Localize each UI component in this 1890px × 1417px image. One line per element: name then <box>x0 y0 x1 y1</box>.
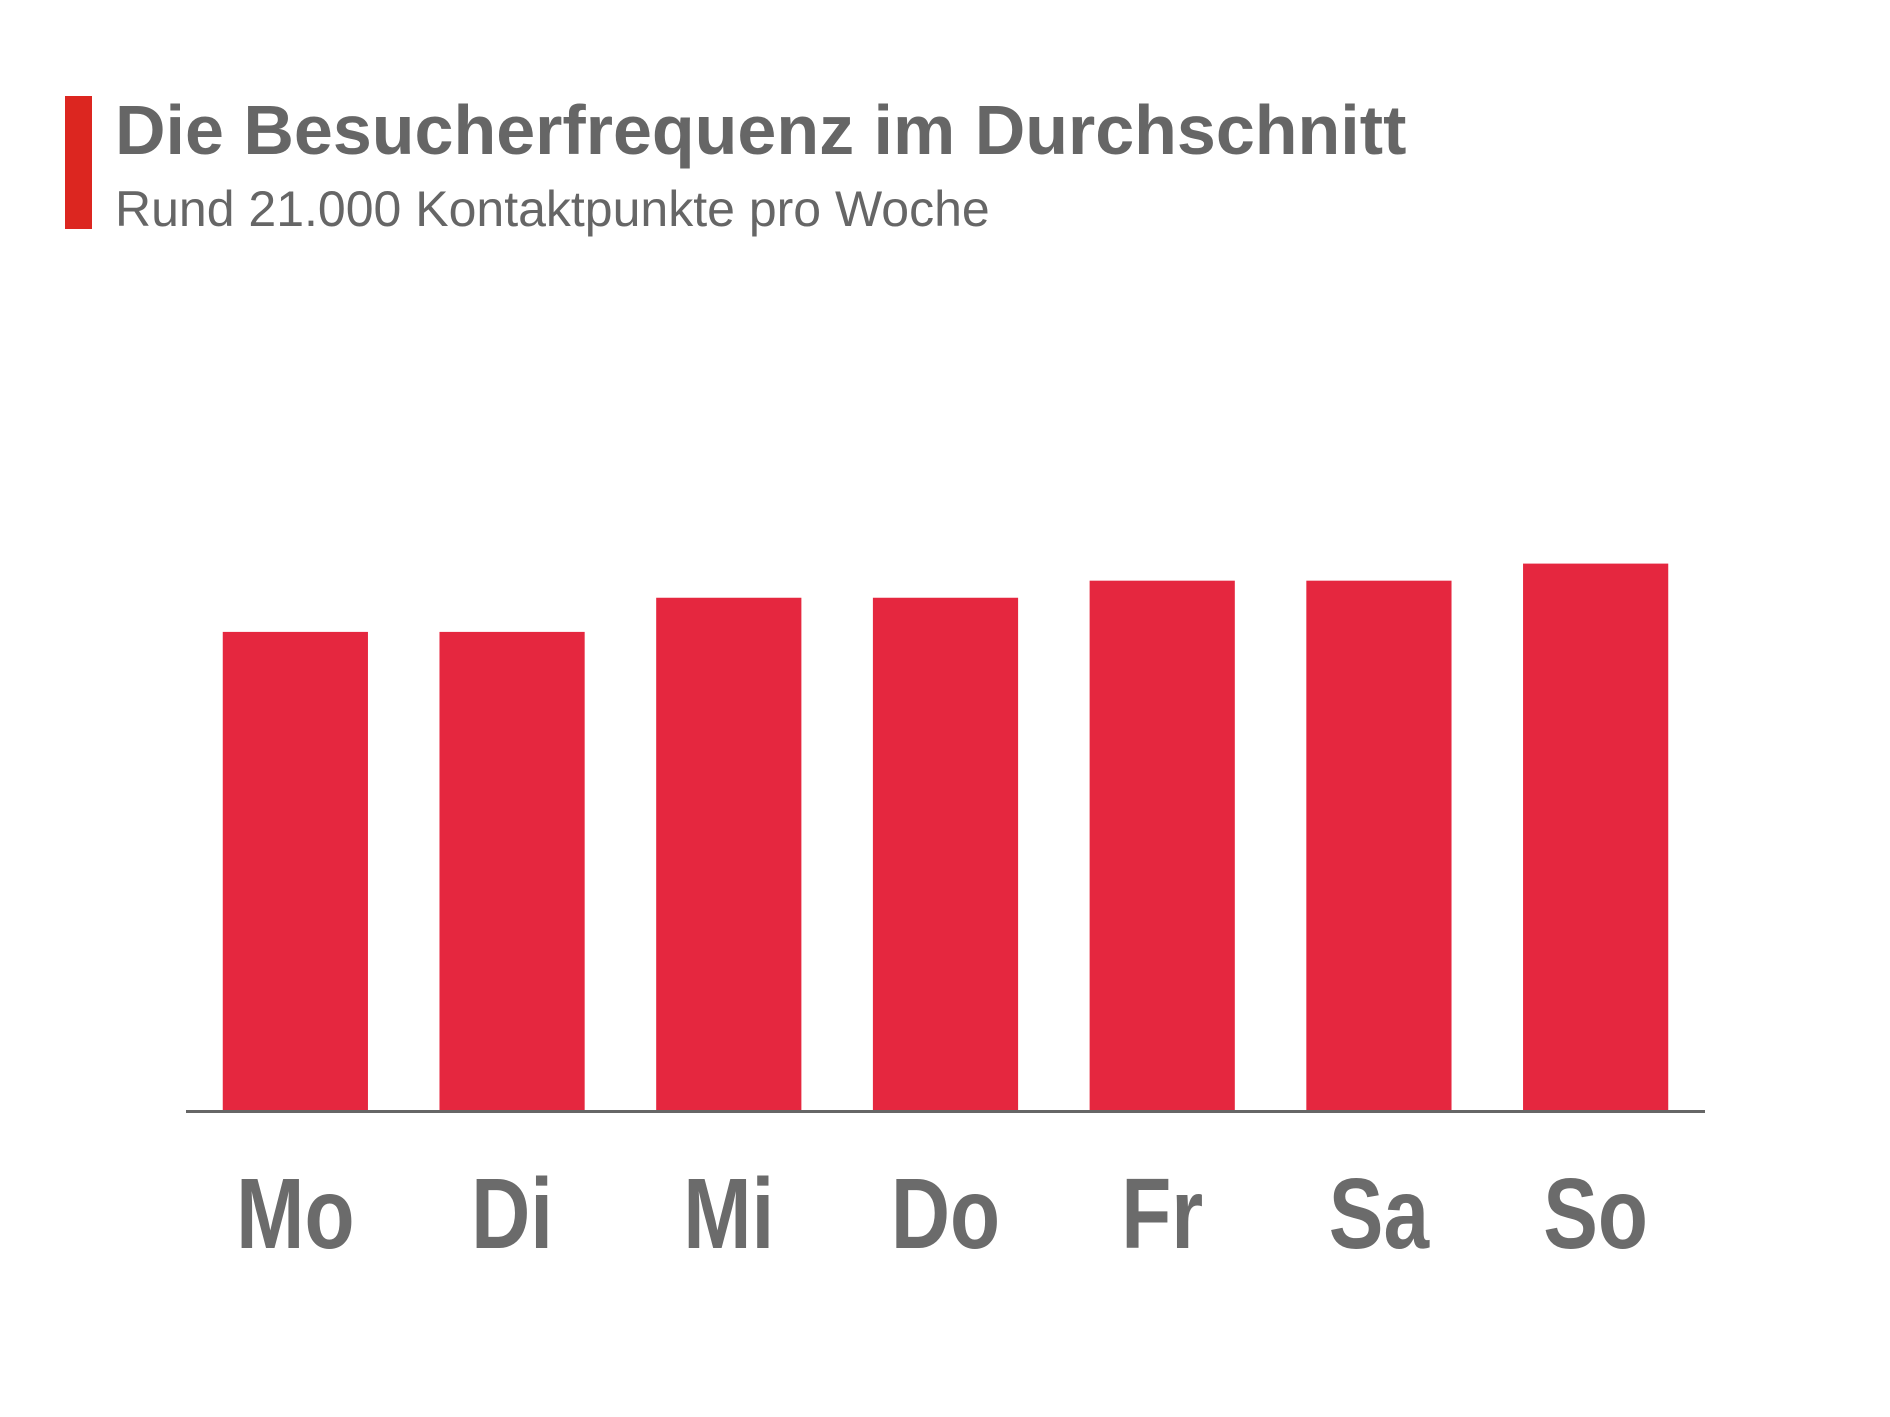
title-accent <box>65 96 92 229</box>
x-tick-label: So <box>1543 1158 1648 1270</box>
bar <box>872 597 1019 1110</box>
x-tick-label: Fr <box>1121 1158 1203 1270</box>
chart-title: Die Besucherfrequenz im Durchschnitt <box>115 91 1406 169</box>
x-tick-label: Do <box>891 1158 1000 1270</box>
x-tick-label: Mi <box>683 1158 774 1270</box>
bar <box>439 631 585 1110</box>
bar <box>222 631 368 1110</box>
x-tick-label: Di <box>471 1158 553 1270</box>
chart-subtitle: Rund 21.000 Kontaktpunkte pro Woche <box>115 181 990 237</box>
x-tick-label: Sa <box>1329 1158 1430 1270</box>
bar <box>656 597 802 1110</box>
x-tick-label: Mo <box>236 1158 354 1270</box>
bar <box>1306 580 1452 1110</box>
bar <box>1089 580 1235 1110</box>
bar <box>1523 563 1669 1110</box>
